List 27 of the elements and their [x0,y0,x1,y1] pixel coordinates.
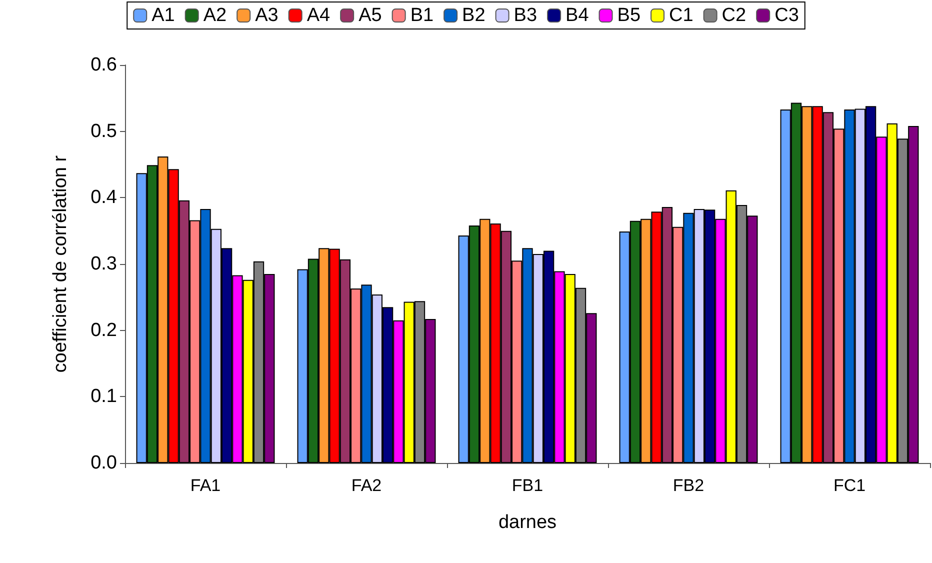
legend-label: B3 [514,5,538,26]
legend-label: B1 [410,5,434,26]
x-tick-label: FB2 [672,476,704,495]
x-tick-label: FA2 [351,476,382,495]
legend-label: B2 [462,5,486,26]
legend-label: A1 [152,5,175,26]
y-tick-label: 0.5 [90,120,117,142]
legend-label: A3 [255,5,278,26]
y-tick-label: 0.6 [90,54,117,76]
legend-label: A4 [306,5,331,26]
y-tick-label: 0.0 [90,452,117,474]
x-tick-label: FC1 [833,476,866,495]
legend-label: A5 [358,5,382,26]
legend-label: B5 [617,5,641,26]
y-tick-label: 0.4 [90,187,118,208]
x-tick-label: FB1 [512,476,544,495]
x-axis-title: darnes [498,512,557,533]
y-tick-label: 0.2 [90,320,117,341]
legend-label: C2 [722,5,746,26]
y-axis-title: coefficient de corrélation r [50,154,71,373]
y-tick-label: 0.1 [90,386,117,408]
legend-label: A2 [203,5,227,26]
legend-label: B4 [566,5,590,26]
x-tick-label: FA1 [190,476,221,495]
y-tick-label: 0.3 [90,254,117,274]
legend-label: C1 [669,5,694,26]
legend-label: C3 [774,5,799,26]
